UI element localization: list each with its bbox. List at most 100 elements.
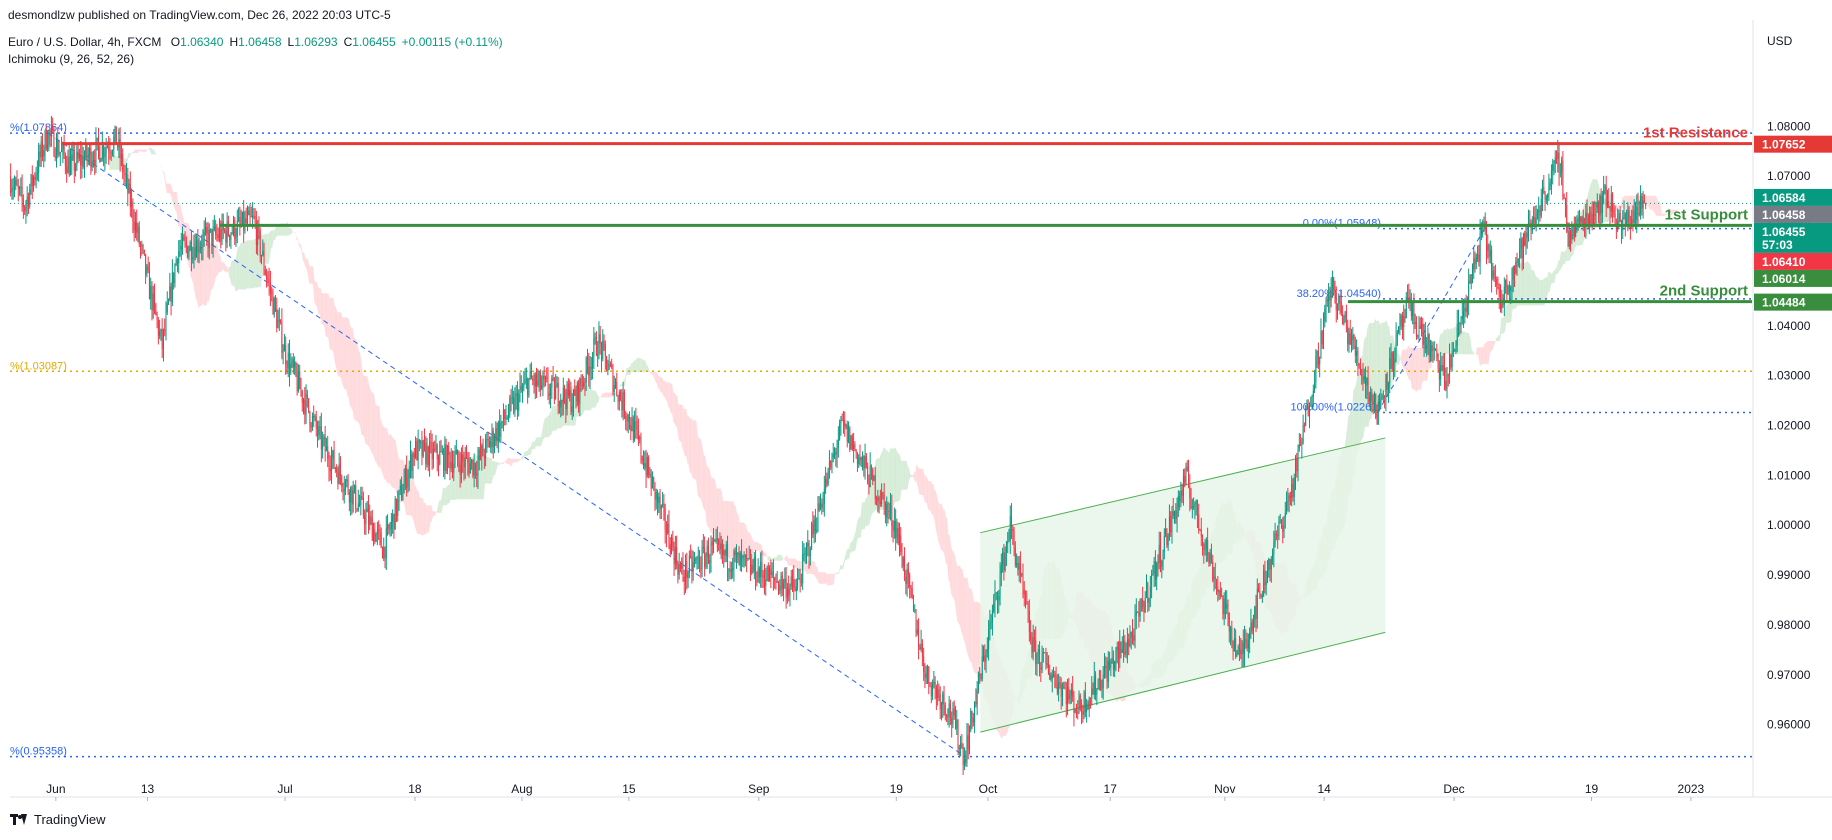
candle-body (700, 568, 702, 570)
candle-body (1131, 631, 1133, 636)
candle (651, 471, 653, 489)
cloud-segment (413, 479, 415, 527)
ohlc-key: C (343, 35, 353, 49)
cloud-segment (668, 382, 670, 409)
cloud-segment (691, 418, 693, 479)
cloud-segment (1413, 347, 1415, 390)
cloud-segment (293, 232, 296, 233)
candle-body (1401, 315, 1403, 328)
ohlc-value: +0.00115 (+0.11%) (401, 35, 503, 49)
candle (1394, 347, 1396, 378)
candle-body (1535, 217, 1537, 225)
candle-body (1189, 486, 1191, 499)
candle (777, 580, 779, 596)
candle-body (1558, 152, 1560, 173)
candle (1280, 519, 1282, 529)
candle (730, 561, 732, 580)
cloud-segment (510, 458, 512, 467)
candle-body (389, 529, 391, 531)
candle (956, 709, 958, 735)
candle-body (1228, 612, 1230, 632)
candle-body (415, 441, 417, 458)
candle-body (1270, 559, 1272, 570)
candle (215, 220, 217, 240)
candle-body (1250, 622, 1252, 632)
cloud-segment (1673, 209, 1675, 214)
candle (380, 527, 382, 549)
candle-body (1328, 295, 1330, 302)
candle-body (486, 438, 488, 440)
candle (707, 537, 709, 565)
candle (1011, 503, 1013, 540)
candle-body (562, 387, 564, 403)
candle-body (1525, 232, 1527, 246)
candle-body (1040, 667, 1042, 670)
cloud-segment (512, 458, 515, 463)
candle (863, 455, 865, 477)
cloud-segment (710, 473, 712, 533)
cloud-segment (1567, 245, 1569, 261)
candle-body (1403, 316, 1405, 328)
candle (115, 126, 117, 145)
candle-body (1379, 401, 1381, 407)
candle (837, 426, 839, 458)
candle-body (1200, 529, 1202, 537)
cloud-segment (328, 293, 330, 350)
candle (893, 507, 895, 539)
cloud-segment (779, 554, 781, 561)
candle-body (1329, 295, 1331, 301)
candle-body (509, 397, 511, 415)
cloud-segment (1468, 332, 1470, 355)
candle (1345, 304, 1347, 333)
candle (16, 170, 18, 187)
candle (422, 439, 424, 458)
cloud-segment (218, 253, 221, 272)
candle-body (906, 568, 908, 584)
candle-body (334, 467, 336, 469)
cloud-segment (971, 588, 973, 668)
candle (747, 557, 749, 562)
candle-body (1265, 581, 1267, 586)
candle (1324, 304, 1326, 328)
candle-body (1047, 663, 1049, 674)
candle (1428, 333, 1430, 363)
candle (455, 439, 457, 455)
candle-body (1331, 277, 1333, 289)
candle (855, 448, 857, 459)
candle-body (425, 443, 427, 464)
candle-body (193, 247, 195, 258)
candle (546, 367, 548, 383)
candle-body (635, 421, 637, 426)
candle-body (804, 553, 806, 555)
candle (76, 144, 78, 171)
candle (1530, 219, 1532, 241)
cloud-segment (273, 229, 275, 241)
candle (1418, 315, 1420, 341)
candle (1316, 350, 1318, 369)
indicator-label[interactable]: Ichimoku (9, 26, 52, 26) (8, 52, 135, 66)
candle (658, 492, 660, 514)
cloud-segment (375, 403, 377, 464)
candle (625, 410, 627, 431)
candle-body (679, 563, 681, 569)
candle (914, 604, 916, 614)
candle (1226, 590, 1228, 615)
candle (1372, 394, 1374, 415)
candle (1289, 491, 1291, 506)
candle-body (1279, 520, 1281, 522)
candle-body (1082, 711, 1084, 715)
candle-body (201, 246, 203, 249)
cloud-segment (146, 149, 148, 152)
candle-body (817, 503, 819, 531)
candle-body (942, 693, 944, 705)
cloud-segment (432, 511, 435, 517)
candle-body (1256, 588, 1258, 620)
candle (318, 420, 320, 441)
cloud-segment (544, 418, 547, 438)
ohlc-item: +0.00115 (+0.11%) (402, 35, 503, 49)
candle-body (351, 486, 353, 505)
cloud-segment (176, 192, 179, 226)
candle-body (1385, 373, 1387, 398)
candle (636, 415, 638, 440)
